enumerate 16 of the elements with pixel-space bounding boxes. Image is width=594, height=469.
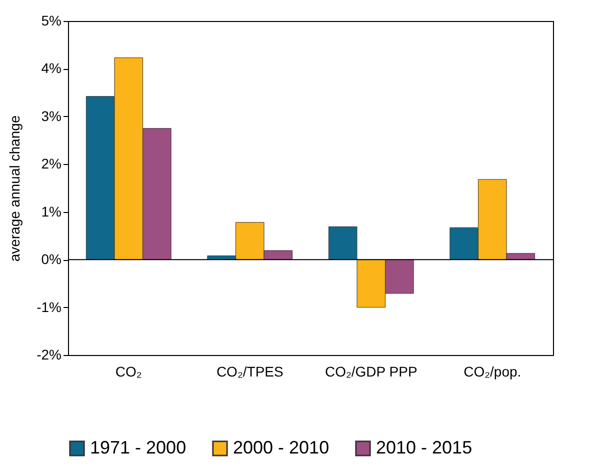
legend-label: 1971 - 2000 bbox=[90, 437, 186, 458]
legend-label: 2010 - 2015 bbox=[376, 437, 472, 458]
y-tick-label: -2% bbox=[36, 346, 62, 362]
y-tick-label: 2% bbox=[41, 156, 62, 172]
y-tick-label: 0% bbox=[41, 251, 62, 268]
y-axis-title: average annual change bbox=[6, 115, 23, 262]
y-tick-label: 1% bbox=[41, 203, 62, 220]
x-tick-label: CO₂/pop. bbox=[464, 364, 522, 380]
y-tick-label: -1% bbox=[36, 298, 62, 315]
y-tick-label: 3% bbox=[41, 108, 62, 124]
legend-label: 2000 - 2010 bbox=[233, 437, 330, 458]
y-tick-label: 4% bbox=[41, 60, 62, 76]
x-tick-label: CO₂/GDP PPP bbox=[324, 364, 418, 380]
x-tick-label: CO₂/TPES bbox=[216, 364, 284, 380]
x-tick-label: CO₂ bbox=[115, 364, 142, 380]
y-tick-label: 5% bbox=[41, 12, 62, 28]
